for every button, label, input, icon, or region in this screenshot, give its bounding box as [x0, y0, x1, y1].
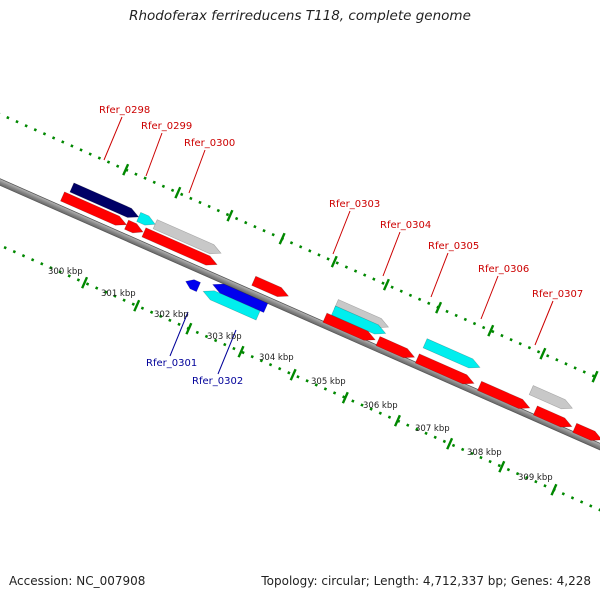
scale-tick-major — [591, 370, 599, 383]
gene-label[interactable]: Rfer_0298 — [99, 105, 150, 116]
gene-arrow[interactable] — [477, 380, 532, 412]
scale-tick-major — [122, 163, 130, 176]
accession-text: Accession: NC_007908 — [9, 574, 146, 588]
gene-leader-line — [145, 132, 163, 177]
gene-arrow[interactable] — [331, 305, 387, 338]
gene-arrow[interactable] — [251, 275, 291, 300]
gene-arrow[interactable] — [136, 211, 158, 228]
scale-tick-major — [237, 345, 245, 358]
gene-label[interactable]: Rfer_0301 — [146, 358, 197, 369]
scale-tick-major — [550, 483, 558, 496]
gene-arrow[interactable] — [322, 312, 377, 344]
scale-tick-major — [498, 460, 506, 473]
gene-label[interactable]: Rfer_0306 — [478, 264, 529, 275]
inner-scale-dots — [0, 221, 600, 515]
gene-arrow[interactable] — [211, 280, 269, 313]
scale-tick-major — [330, 255, 338, 268]
scale-label: 309 kbp — [518, 473, 553, 483]
gene-leader-line — [480, 275, 499, 320]
gene-label[interactable]: Rfer_0299 — [141, 121, 192, 132]
map-title: Rhodoferax ferrireducens T118, complete … — [129, 8, 471, 24]
gene-label[interactable]: Rfer_0304 — [380, 220, 431, 231]
gene-leader-line — [430, 252, 449, 298]
gene-label[interactable]: Rfer_0302 — [192, 376, 243, 387]
scale-label: 304 kbp — [259, 353, 294, 363]
scale-label: 303 kbp — [207, 332, 242, 342]
scale-tick-major — [382, 278, 390, 291]
gene-leader-line — [217, 329, 237, 375]
gene-leader-line — [169, 311, 189, 357]
gene-leader-line — [382, 231, 401, 277]
gene-label[interactable]: Rfer_0305 — [428, 241, 479, 252]
scale-label: 308 kbp — [467, 448, 502, 458]
outer-scale-dots — [0, 87, 600, 405]
gene-arrow[interactable] — [152, 219, 223, 258]
scale-label: 307 kbp — [415, 424, 450, 434]
gene-arrow[interactable] — [201, 287, 261, 321]
gene-leader-line — [332, 210, 351, 255]
gene-arrow[interactable] — [532, 405, 574, 431]
gene-arrow[interactable] — [124, 219, 146, 236]
gene-arrow[interactable] — [528, 385, 574, 412]
gene-arrow[interactable] — [69, 182, 141, 222]
gene-label[interactable]: Rfer_0303 — [329, 199, 380, 210]
backbone-edge-top — [0, 166, 600, 459]
scale-tick-major — [81, 276, 89, 289]
gene-arrow[interactable] — [184, 277, 201, 293]
scale-label: 302 kbp — [154, 310, 189, 320]
scale-tick-major — [539, 347, 547, 360]
scale-tick-major — [341, 391, 349, 404]
gene-arrow[interactable] — [414, 353, 476, 388]
scale-label: 301 kbp — [101, 289, 136, 299]
gene-label[interactable]: Rfer_0307 — [532, 289, 583, 300]
scale-label: 305 kbp — [311, 377, 346, 387]
gene-arrow[interactable] — [141, 227, 219, 269]
scale-tick-major — [226, 209, 234, 222]
scale-tick-major — [185, 322, 193, 335]
scale-tick-major — [487, 324, 495, 337]
gene-leader-line — [534, 300, 554, 346]
gene-arrow[interactable] — [572, 422, 600, 444]
scale-tick-major — [435, 301, 443, 314]
scale-label: 300 kbp — [48, 267, 83, 277]
gene-leader-line — [188, 149, 206, 194]
gene-label[interactable]: Rfer_0300 — [184, 138, 235, 149]
gene-leader-line — [103, 116, 123, 161]
scale-tick-major — [289, 368, 297, 381]
scale-tick-major — [278, 232, 286, 245]
backbone-strand — [0, 167, 600, 464]
genome-info-text: Topology: circular; Length: 4,712,337 bp… — [261, 574, 591, 588]
gene-arrow[interactable] — [422, 338, 482, 372]
gene-arrow[interactable] — [60, 191, 128, 229]
scale-tick-major — [133, 299, 141, 312]
scale-tick-major — [393, 414, 401, 427]
scale-label: 306 kbp — [363, 401, 398, 411]
scale-tick-major — [174, 186, 182, 199]
scale-tick-major — [446, 437, 454, 450]
backbone-edge-bottom — [0, 172, 600, 464]
gene-arrow[interactable] — [375, 336, 417, 361]
